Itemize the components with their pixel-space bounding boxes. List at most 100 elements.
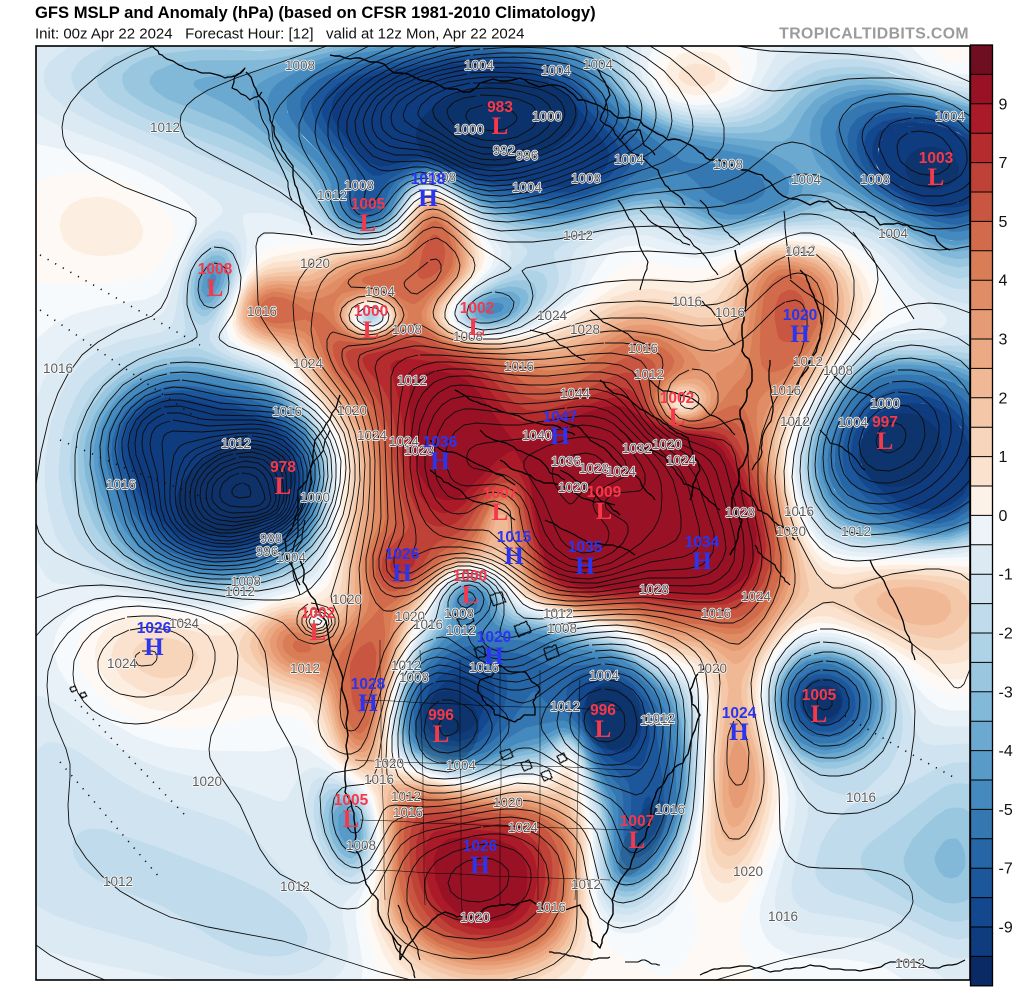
svg-text:1018: 1018 bbox=[411, 171, 446, 188]
svg-text:1012: 1012 bbox=[543, 606, 573, 621]
svg-text:-1: -1 bbox=[999, 567, 1013, 584]
svg-text:996: 996 bbox=[256, 544, 279, 559]
svg-text:1012: 1012 bbox=[103, 874, 133, 889]
svg-text:1008: 1008 bbox=[453, 329, 483, 344]
svg-text:1012: 1012 bbox=[150, 120, 180, 135]
svg-text:1020: 1020 bbox=[493, 795, 523, 810]
svg-text:1020: 1020 bbox=[337, 403, 367, 418]
svg-text:TROPICALTIDBITS.COM: TROPICALTIDBITS.COM bbox=[779, 26, 969, 43]
svg-text:L: L bbox=[469, 314, 486, 341]
svg-text:1015: 1015 bbox=[497, 529, 532, 546]
svg-text:L: L bbox=[595, 716, 612, 743]
svg-text:1012: 1012 bbox=[225, 584, 255, 599]
svg-text:1020: 1020 bbox=[395, 609, 425, 624]
svg-text:1020: 1020 bbox=[332, 592, 362, 607]
svg-text:1035: 1035 bbox=[568, 539, 603, 556]
svg-text:1024: 1024 bbox=[722, 705, 757, 722]
svg-text:1: 1 bbox=[999, 449, 1008, 466]
svg-text:1036: 1036 bbox=[551, 454, 581, 469]
svg-text:1032: 1032 bbox=[622, 441, 652, 456]
svg-text:1012: 1012 bbox=[640, 713, 670, 728]
svg-text:-7: -7 bbox=[999, 861, 1013, 878]
svg-text:1009: 1009 bbox=[587, 484, 622, 501]
svg-text:L: L bbox=[811, 701, 828, 728]
svg-text:H: H bbox=[470, 852, 490, 879]
svg-text:1004: 1004 bbox=[365, 284, 396, 299]
svg-text:H: H bbox=[790, 321, 810, 348]
svg-text:1020: 1020 bbox=[374, 756, 404, 771]
svg-text:L: L bbox=[629, 827, 646, 854]
svg-text:1012: 1012 bbox=[290, 661, 320, 676]
svg-text:1004: 1004 bbox=[878, 226, 909, 241]
svg-text:1004: 1004 bbox=[512, 180, 543, 195]
svg-text:1004: 1004 bbox=[583, 57, 614, 72]
svg-text:L: L bbox=[343, 806, 360, 833]
svg-text:1020: 1020 bbox=[652, 437, 682, 452]
svg-text:1016: 1016 bbox=[628, 341, 658, 356]
svg-text:1020: 1020 bbox=[733, 864, 763, 879]
svg-text:L: L bbox=[275, 473, 292, 500]
svg-text:996: 996 bbox=[428, 707, 454, 724]
svg-text:1004: 1004 bbox=[614, 152, 645, 167]
svg-text:1024: 1024 bbox=[389, 434, 420, 449]
svg-text:1016: 1016 bbox=[701, 606, 731, 621]
svg-text:1008: 1008 bbox=[444, 606, 474, 621]
svg-text:1020: 1020 bbox=[558, 480, 588, 495]
svg-text:1016: 1016 bbox=[272, 404, 302, 419]
svg-text:988: 988 bbox=[260, 531, 283, 546]
svg-text:GFS MSLP and Anomaly (hPa) (ba: GFS MSLP and Anomaly (hPa) (based on CFS… bbox=[35, 3, 596, 22]
svg-text:-4: -4 bbox=[999, 743, 1013, 760]
svg-text:H: H bbox=[484, 643, 504, 670]
svg-text:1004: 1004 bbox=[791, 172, 822, 187]
svg-text:1002: 1002 bbox=[660, 390, 694, 407]
svg-text:H: H bbox=[550, 423, 570, 450]
svg-text:1000: 1000 bbox=[453, 568, 487, 585]
svg-text:1012: 1012 bbox=[446, 623, 476, 638]
svg-text:1008: 1008 bbox=[198, 261, 233, 278]
svg-text:1012: 1012 bbox=[841, 524, 871, 539]
svg-text:1024: 1024 bbox=[293, 356, 324, 371]
svg-text:H: H bbox=[575, 553, 595, 580]
svg-text:1016: 1016 bbox=[846, 790, 876, 805]
svg-text:1026: 1026 bbox=[463, 838, 498, 855]
svg-text:1016: 1016 bbox=[715, 305, 745, 320]
svg-text:996: 996 bbox=[590, 702, 616, 719]
svg-text:H: H bbox=[392, 560, 412, 587]
svg-text:1012: 1012 bbox=[785, 244, 815, 259]
svg-text:7: 7 bbox=[999, 155, 1008, 172]
svg-text:-2: -2 bbox=[999, 626, 1013, 643]
svg-text:1008: 1008 bbox=[285, 58, 315, 73]
svg-text:1003: 1003 bbox=[919, 150, 954, 167]
svg-text:1016: 1016 bbox=[655, 802, 685, 817]
svg-text:L: L bbox=[462, 582, 479, 609]
svg-text:1024: 1024 bbox=[537, 308, 568, 323]
svg-text:1016: 1016 bbox=[536, 900, 566, 915]
svg-text:992: 992 bbox=[493, 143, 516, 158]
svg-text:1004: 1004 bbox=[276, 550, 307, 565]
svg-text:1008: 1008 bbox=[346, 838, 376, 853]
svg-text:1028: 1028 bbox=[579, 461, 609, 476]
svg-text:1016: 1016 bbox=[504, 359, 534, 374]
svg-text:3: 3 bbox=[999, 332, 1008, 349]
svg-text:H: H bbox=[692, 548, 712, 575]
svg-text:1024: 1024 bbox=[606, 464, 637, 479]
svg-text:1008: 1008 bbox=[823, 363, 853, 378]
svg-text:1020: 1020 bbox=[477, 629, 511, 646]
svg-text:L: L bbox=[433, 721, 450, 748]
svg-text:1004: 1004 bbox=[446, 758, 477, 773]
svg-text:1028: 1028 bbox=[639, 582, 669, 597]
svg-text:1012: 1012 bbox=[645, 711, 675, 726]
svg-text:1024: 1024 bbox=[169, 616, 200, 631]
svg-text:1000: 1000 bbox=[354, 303, 388, 320]
svg-text:1005: 1005 bbox=[334, 792, 369, 809]
svg-text:2: 2 bbox=[999, 390, 1008, 407]
svg-text:1012: 1012 bbox=[317, 188, 347, 203]
svg-text:1016: 1016 bbox=[784, 504, 814, 519]
svg-text:1016: 1016 bbox=[247, 304, 277, 319]
svg-text:1016: 1016 bbox=[43, 361, 73, 376]
svg-text:1008: 1008 bbox=[344, 178, 374, 193]
svg-text:1026: 1026 bbox=[137, 620, 172, 637]
svg-text:H: H bbox=[418, 185, 438, 212]
svg-text:1004: 1004 bbox=[589, 668, 620, 683]
svg-text:-9: -9 bbox=[999, 920, 1013, 937]
